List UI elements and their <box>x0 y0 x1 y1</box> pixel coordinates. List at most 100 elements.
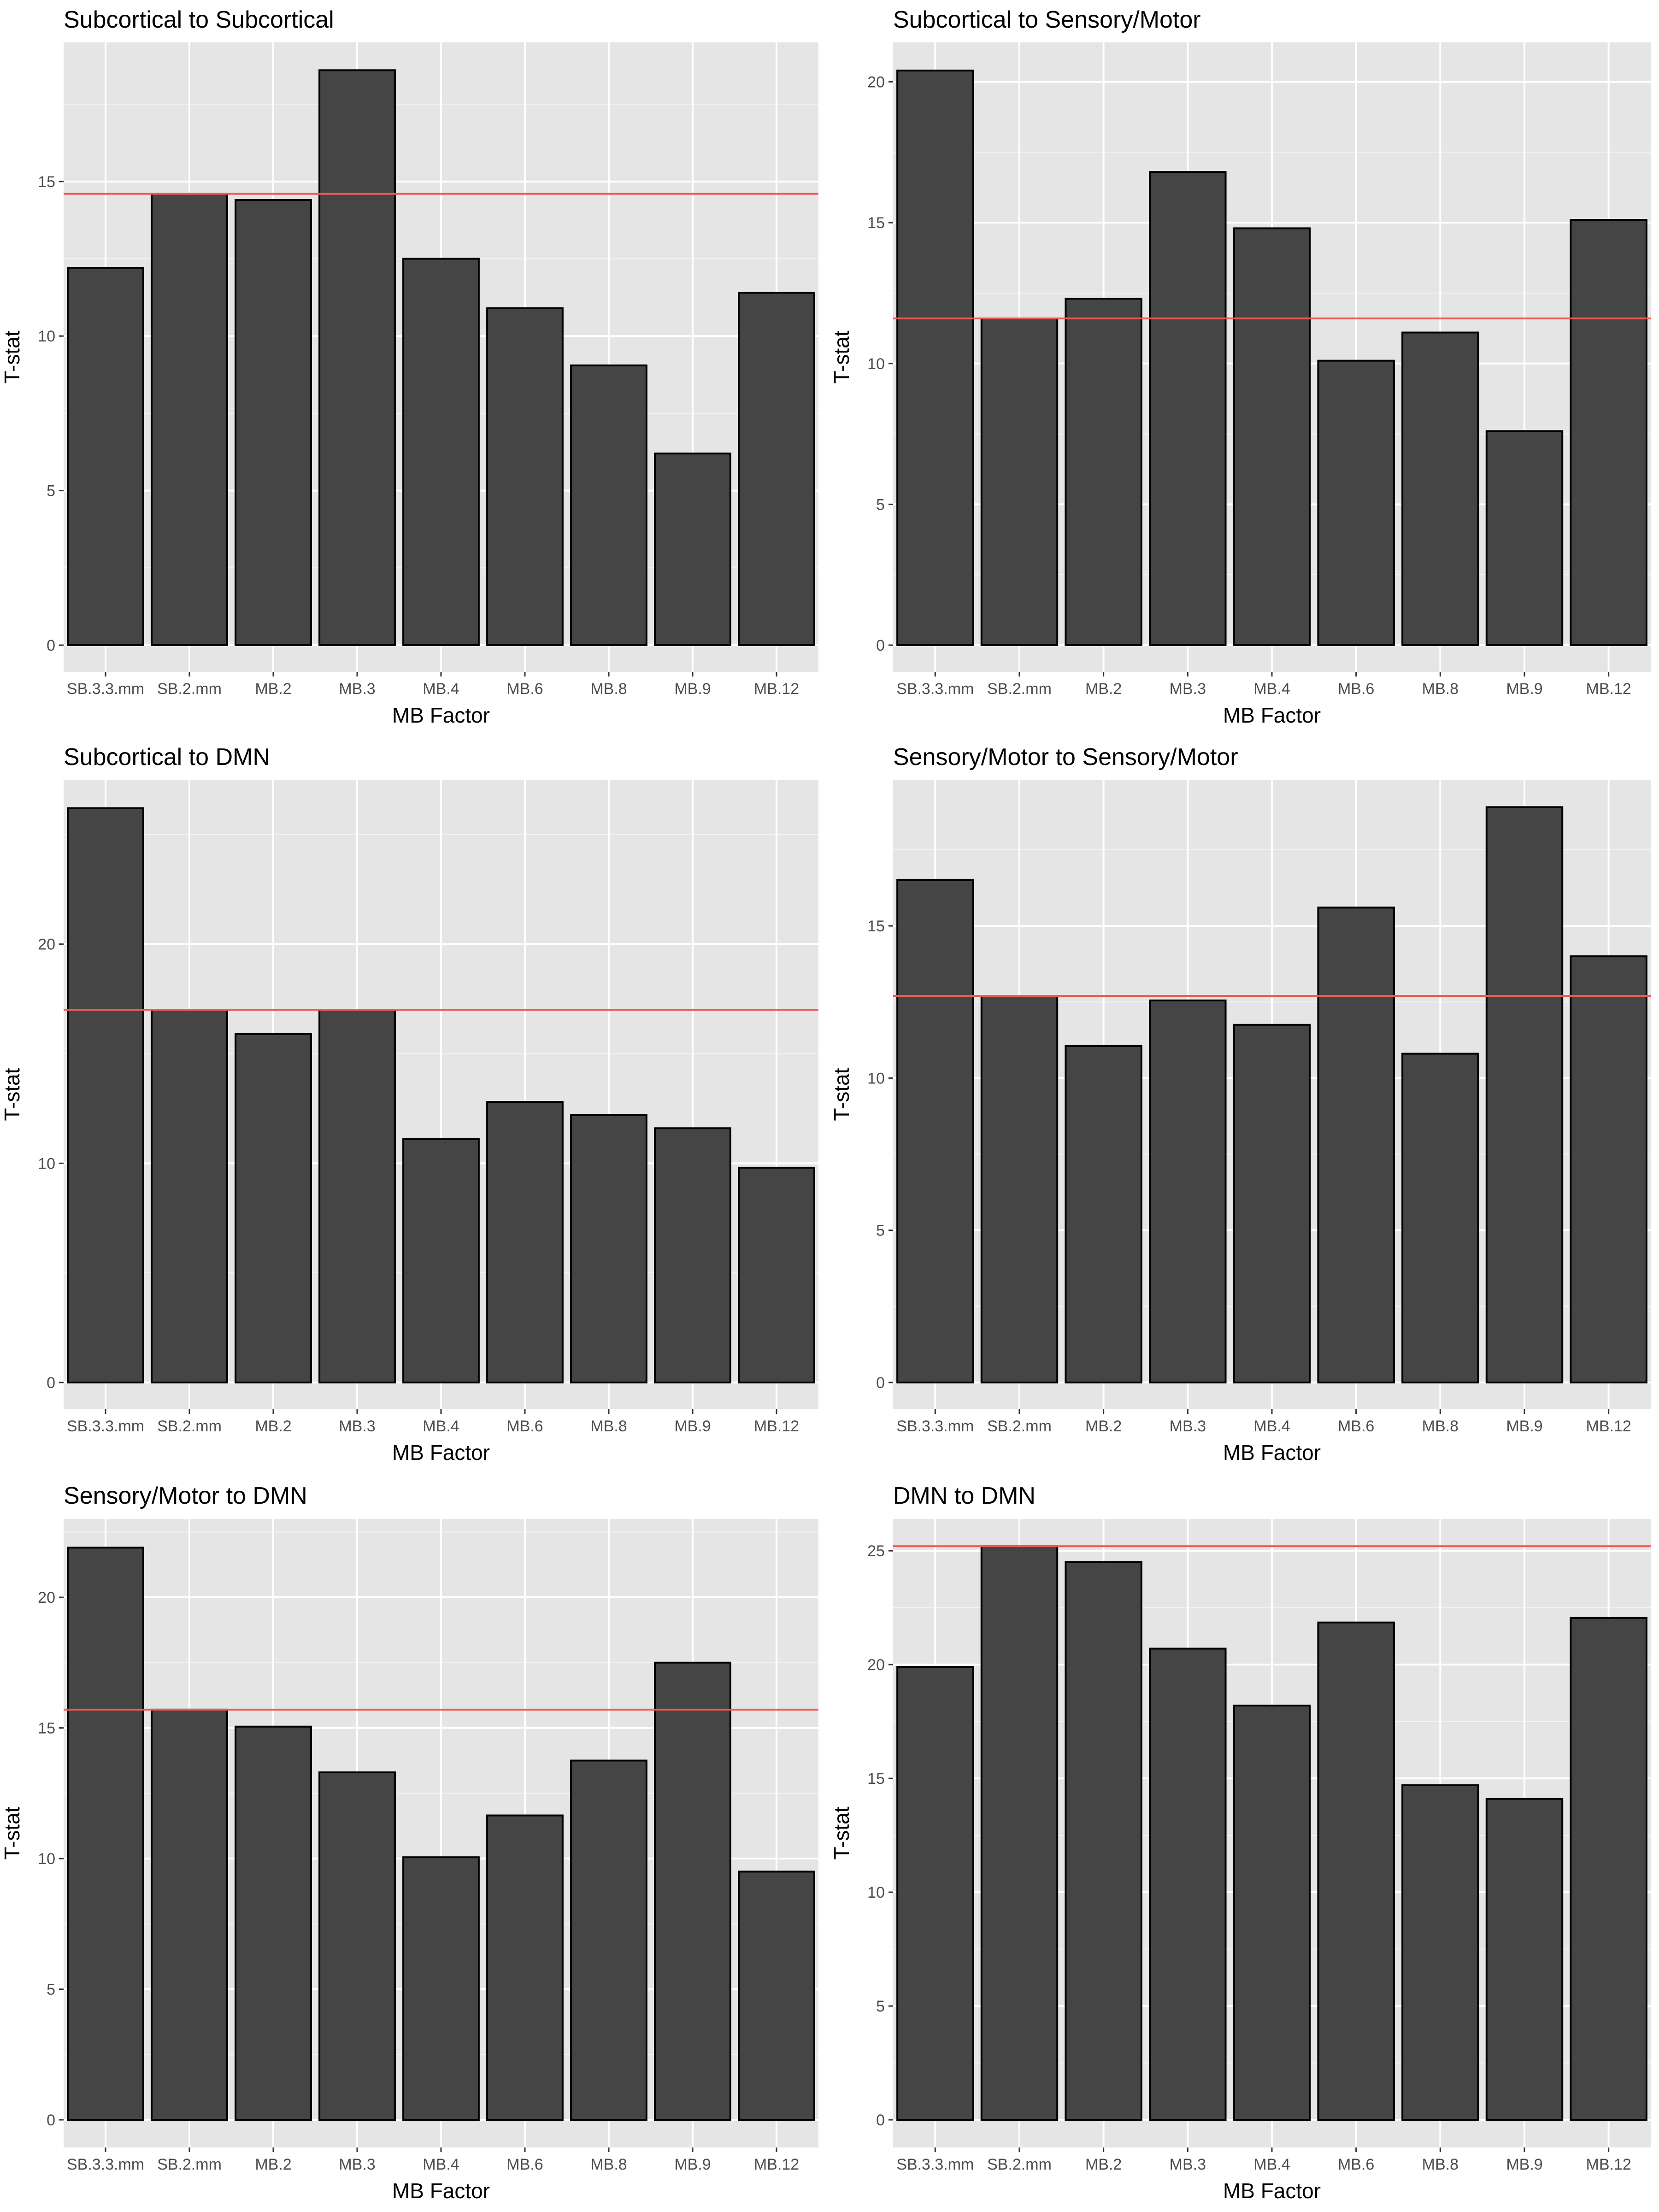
y-tick-label: 0 <box>876 637 885 654</box>
x-tick-label: SB.2.mm <box>157 2156 222 2173</box>
bar-mb-9 <box>654 453 731 646</box>
y-tick-label: 0 <box>47 2112 55 2129</box>
bar-mb-9 <box>1485 1798 1564 2121</box>
bar-mb-2 <box>1065 1561 1142 2121</box>
y-axis-label: T-stat <box>830 330 853 383</box>
x-tick-label: MB.8 <box>590 2156 627 2173</box>
y-tick-label: 25 <box>867 1542 885 1560</box>
y-tick-label: 15 <box>38 173 55 191</box>
y-tick-label: 10 <box>38 328 55 345</box>
x-tick-label: MB.9 <box>674 1418 711 1435</box>
bar-mb-8 <box>1401 1053 1479 1383</box>
bar-mb-6 <box>1317 1621 1395 2121</box>
y-tick-label: 10 <box>867 1070 885 1087</box>
bar-mb-8 <box>1401 331 1479 646</box>
bar-mb-12 <box>738 292 815 646</box>
bar-mb-4 <box>1233 227 1311 646</box>
bar-mb-4 <box>402 1856 480 2121</box>
x-tick-label: MB.4 <box>1253 2156 1290 2173</box>
x-tick-label: SB.3.3.mm <box>67 2156 144 2173</box>
bar-sb-2-mm <box>980 1545 1059 2121</box>
y-tick-label: 10 <box>38 1155 55 1172</box>
x-tick-label: MB.9 <box>674 680 711 698</box>
x-tick-label: MB.6 <box>506 680 543 698</box>
bar-mb-3 <box>1149 171 1227 646</box>
x-tick-label: MB.2 <box>255 680 291 698</box>
x-tick-label: MB.8 <box>590 1418 627 1435</box>
panel-title: Subcortical to Subcortical <box>64 6 334 33</box>
x-tick-label: MB.2 <box>1085 1418 1122 1435</box>
bar-mb-3 <box>318 69 396 646</box>
panel-subcortical-to-dmn: 0 10 20 SB.3.3.mm SB.2.mm MB.2 MB.3 MB.4 MB.6 MB.… <box>0 744 818 1465</box>
x-tick-label: MB.3 <box>1170 1418 1206 1435</box>
bar-sb-3-3-mm <box>896 70 974 647</box>
y-tick-label: 20 <box>867 1656 885 1674</box>
x-tick-label: MB.4 <box>423 680 459 698</box>
x-tick-label: MB.6 <box>506 2156 543 2173</box>
panel-dmn-to-dmn: 0 5 10 15 20 25 SB.3.3.mm SB.2.mm MB.2 MB.3 MB.4 MB… <box>830 1483 1651 2203</box>
bar-mb-6 <box>1317 906 1395 1383</box>
x-axis-label: MB Factor <box>392 703 490 727</box>
x-tick-label: MB.6 <box>506 1418 543 1435</box>
x-tick-label: MB.4 <box>423 2156 459 2173</box>
x-tick-label: SB.2.mm <box>987 2156 1052 2173</box>
y-tick-label: 5 <box>876 1222 885 1240</box>
y-tick-label: 0 <box>47 1374 55 1392</box>
x-tick-label: MB.9 <box>674 2156 711 2173</box>
y-tick-label: 5 <box>47 1981 55 1999</box>
x-tick-label: MB.4 <box>1253 1418 1290 1435</box>
bar-mb-12 <box>1570 1617 1647 2121</box>
bar-mb-4 <box>402 258 480 646</box>
bar-mb-12 <box>1570 219 1647 646</box>
x-tick-label: SB.3.3.mm <box>896 1418 974 1435</box>
panel-title: DMN to DMN <box>893 1483 1035 1509</box>
x-tick-label: MB.2 <box>255 1418 291 1435</box>
bar-mb-12 <box>738 1871 815 2121</box>
y-axis-label: T-stat <box>0 1068 24 1121</box>
x-tick-label: MB.3 <box>1170 680 1206 698</box>
x-tick-label: MB.3 <box>1170 2156 1206 2173</box>
y-axis-label: T-stat <box>0 330 24 383</box>
x-tick-label: MB.4 <box>1253 680 1290 698</box>
x-tick-label: MB.9 <box>1506 680 1542 698</box>
x-tick-label: MB.3 <box>339 680 375 698</box>
x-tick-label: MB.8 <box>1422 2156 1459 2173</box>
panel-title: Sensory/Motor to DMN <box>64 1483 307 1509</box>
bar-mb-8 <box>1401 1784 1479 2121</box>
x-tick-label: MB.12 <box>1586 680 1631 698</box>
x-tick-label: MB.4 <box>423 1418 459 1435</box>
y-tick-label: 0 <box>876 1374 885 1392</box>
y-axis-label: T-stat <box>830 1806 853 1859</box>
bar-sb-3-3-mm <box>67 267 144 646</box>
x-axis-label: MB Factor <box>392 2179 490 2203</box>
x-tick-label: MB.6 <box>1338 680 1374 698</box>
bar-sb-3-3-mm <box>67 807 144 1383</box>
bar-sb-2-mm <box>980 317 1059 646</box>
bar-mb-8 <box>570 1114 647 1383</box>
y-tick-label: 15 <box>38 1720 55 1737</box>
x-tick-label: MB.2 <box>1085 2156 1122 2173</box>
bar-mb-2 <box>235 199 312 647</box>
y-tick-label: 20 <box>867 74 885 91</box>
x-tick-label: MB.9 <box>1506 1418 1542 1435</box>
y-axis-label: T-stat <box>0 1806 24 1859</box>
x-tick-label: SB.2.mm <box>987 1418 1052 1435</box>
bar-mb-12 <box>738 1166 815 1384</box>
x-tick-label: MB.9 <box>1506 2156 1542 2173</box>
bar-mb-3 <box>1149 999 1227 1384</box>
panel-title: Subcortical to DMN <box>64 744 270 771</box>
panel-subcortical-to-sensory-motor: 0 5 10 15 20 SB.3.3.mm SB.2.mm MB.2 MB.3 MB.4 MB.6… <box>830 6 1651 727</box>
bar-mb-8 <box>570 364 647 646</box>
x-tick-label: SB.3.3.mm <box>896 680 974 698</box>
bar-mb-2 <box>1065 1045 1142 1383</box>
x-tick-label: MB.12 <box>754 680 799 698</box>
x-tick-label: MB.12 <box>754 1418 799 1435</box>
y-tick-label: 10 <box>38 1850 55 1868</box>
y-tick-label: 0 <box>47 637 55 654</box>
bar-mb-9 <box>1485 806 1564 1383</box>
bar-mb-12 <box>1570 955 1647 1384</box>
x-tick-label: MB.6 <box>1338 1418 1374 1435</box>
x-tick-label: SB.2.mm <box>157 680 222 698</box>
bar-mb-3 <box>1149 1647 1227 2121</box>
bar-sb-3-3-mm <box>896 1666 974 2121</box>
